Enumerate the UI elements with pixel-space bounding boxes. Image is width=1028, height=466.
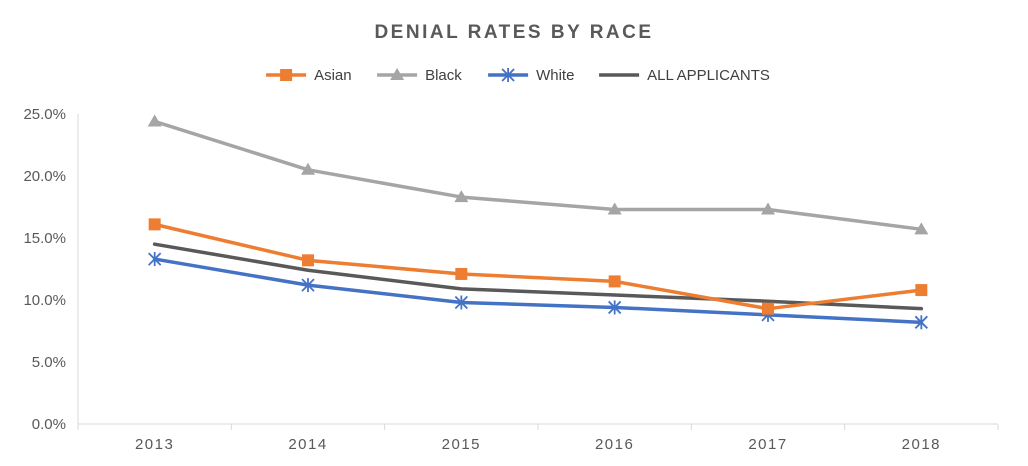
y-tick-label: 5.0%	[32, 354, 66, 371]
legend-swatch-marker	[390, 68, 405, 80]
x-tick-label: 2015	[442, 436, 481, 453]
chart-title: DENIAL RATES BY RACE	[374, 22, 653, 43]
legend-item-all-applicants: ALL APPLICANTS	[599, 67, 770, 84]
legend-item-white: White	[488, 67, 574, 84]
data-point-asian	[302, 254, 314, 267]
legend-label: ALL APPLICANTS	[647, 67, 770, 84]
series-layer	[147, 114, 929, 330]
data-point-black	[607, 202, 622, 215]
data-point-white	[301, 278, 315, 293]
y-tick-label: 15.0%	[23, 230, 66, 247]
data-point-white	[608, 300, 622, 315]
legend-swatch-marker	[280, 69, 293, 81]
x-tick-label: 2018	[902, 436, 941, 453]
data-point-black	[454, 190, 469, 203]
y-tick-label: 20.0%	[23, 168, 66, 185]
data-point-asian	[762, 302, 774, 315]
data-point-black	[301, 162, 315, 175]
axes: 0.0% 5.0% 10.0% 15.0% 20.0% 25.0% 2013 2014 2015…	[23, 106, 999, 453]
y-tick-label: 25.0%	[23, 106, 66, 123]
series-line-all-applicants	[152, 242, 924, 311]
data-point-asian	[915, 284, 928, 297]
data-point-black	[914, 222, 929, 235]
legend: Asian Black White ALL APPLICANTS	[266, 67, 770, 84]
x-tick-label: 2016	[595, 436, 634, 453]
legend-item-black: Black	[377, 67, 462, 84]
data-point-white	[454, 295, 468, 310]
legend-label: White	[536, 67, 574, 84]
x-tick-label: 2013	[135, 436, 174, 453]
y-tick-label: 10.0%	[23, 292, 66, 309]
series-line-black	[152, 119, 924, 232]
series-asian	[148, 218, 928, 315]
series-black	[147, 114, 929, 235]
data-point-asian	[608, 275, 621, 288]
series-line-white	[152, 257, 924, 325]
series-all-applicants	[152, 242, 924, 311]
x-tick-label: 2014	[288, 436, 327, 453]
series-line-asian	[152, 222, 924, 311]
data-point-black	[147, 114, 162, 127]
data-point-asian	[455, 267, 468, 280]
y-tick-label: 0.0%	[32, 416, 66, 433]
data-point-white	[148, 252, 162, 267]
legend-item-asian: Asian	[266, 67, 352, 84]
legend-swatch-marker	[501, 68, 515, 82]
data-point-white	[914, 315, 928, 330]
x-tick-label: 2017	[748, 436, 787, 453]
data-point-asian	[148, 218, 161, 231]
data-point-black	[761, 202, 775, 215]
legend-label: Asian	[314, 67, 352, 84]
legend-label: Black	[425, 67, 462, 84]
